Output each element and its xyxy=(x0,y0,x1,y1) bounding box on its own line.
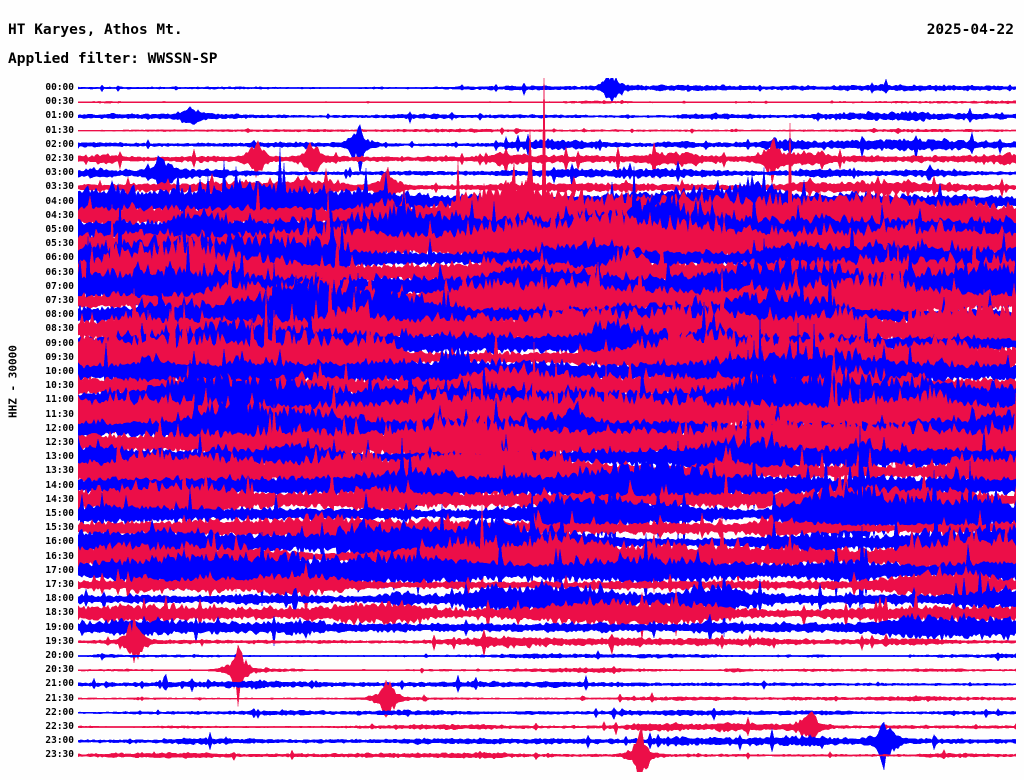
time-tick-label: 08:00 xyxy=(45,309,74,321)
time-tick-label: 13:30 xyxy=(45,465,74,477)
time-tick-label: 06:30 xyxy=(45,266,74,278)
time-tick-label: 02:30 xyxy=(45,153,74,164)
trace-row xyxy=(78,589,1016,641)
trace-row xyxy=(78,99,1016,105)
time-tick-label: 02:00 xyxy=(45,138,74,150)
trace-row xyxy=(78,673,1016,694)
time-tick-label: 21:00 xyxy=(45,678,74,690)
time-tick-label: 01:00 xyxy=(45,110,74,122)
time-tick-label: 14:00 xyxy=(45,479,74,491)
time-tick-label: 17:30 xyxy=(45,579,74,590)
time-tick-label: 12:00 xyxy=(45,422,74,434)
time-tick-label: 19:00 xyxy=(45,621,74,633)
trace-row xyxy=(78,188,1016,315)
time-tick-label: 09:00 xyxy=(45,337,74,349)
trace-row xyxy=(78,562,1016,621)
time-tick-label: 06:00 xyxy=(45,252,74,264)
helicorder-plot xyxy=(78,78,1016,774)
time-tick-label: 22:00 xyxy=(45,706,74,718)
page-title: HT Karyes, Athos Mt. xyxy=(8,22,183,38)
trace-row xyxy=(78,123,1016,175)
time-tick-label: 10:00 xyxy=(45,366,74,377)
trace-row xyxy=(78,721,1016,771)
time-tick-label: 03:30 xyxy=(45,181,74,193)
trace-row xyxy=(78,137,1016,185)
time-tick-label: 18:30 xyxy=(45,607,74,619)
trace-row xyxy=(78,127,1016,136)
time-tick-label: 04:30 xyxy=(45,209,74,221)
time-tick-label: 05:30 xyxy=(45,238,74,250)
trace-row xyxy=(78,105,1016,125)
time-tick-label: 18:00 xyxy=(45,593,74,605)
time-tick-label: 04:00 xyxy=(45,195,74,207)
time-tick-label: 15:30 xyxy=(45,522,74,534)
time-tick-label: 11:00 xyxy=(45,394,74,406)
time-tick-label: 03:00 xyxy=(45,167,74,179)
time-tick-label: 19:30 xyxy=(45,635,74,647)
trace-row xyxy=(78,711,1016,743)
time-tick-label: 13:00 xyxy=(45,451,74,463)
time-tick-label: 16:30 xyxy=(45,550,74,562)
time-tick-label: 14:30 xyxy=(45,493,74,505)
trace-row xyxy=(78,729,1016,772)
time-tick-label: 15:00 xyxy=(45,508,74,519)
trace-row xyxy=(78,644,1016,707)
time-tick-label: 20:30 xyxy=(45,664,74,676)
time-tick-label: 09:30 xyxy=(45,351,74,363)
time-tick-label: 22:30 xyxy=(45,721,74,732)
time-tick-label: 11:30 xyxy=(45,408,74,420)
trace-row xyxy=(78,612,1016,646)
trace-row xyxy=(78,707,1016,721)
time-tick-label: 20:00 xyxy=(45,650,74,661)
time-tick-label: 07:30 xyxy=(45,295,74,306)
time-tick-label: 00:00 xyxy=(45,82,74,93)
time-tick-label: 21:30 xyxy=(45,692,74,704)
time-tick-label: 08:30 xyxy=(45,323,74,335)
time-tick-label: 23:00 xyxy=(45,735,74,747)
time-tick-label: 23:30 xyxy=(45,749,74,761)
time-tick-label: 12:30 xyxy=(45,437,74,448)
record-date: 2025-04-22 xyxy=(926,22,1014,38)
trace-row xyxy=(78,525,1016,611)
applied-filter-label: Applied filter: WWSSN-SP xyxy=(8,51,218,67)
time-tick-label: 05:00 xyxy=(45,224,74,235)
time-tick-label: 07:00 xyxy=(45,280,74,292)
time-tick-label: 10:30 xyxy=(45,380,74,392)
time-tick-label: 01:30 xyxy=(45,124,74,136)
time-axis-ticks: 00:00 00:30 01:00 01:30 02:00 02:30 03:00 03:30… xyxy=(0,0,80,780)
time-tick-label: 16:00 xyxy=(45,536,74,548)
time-tick-label: 17:00 xyxy=(45,564,74,576)
time-tick-label: 00:30 xyxy=(45,96,74,108)
trace-canvas xyxy=(78,78,1016,772)
trace-row xyxy=(78,611,1016,664)
trace-row xyxy=(78,78,1016,104)
trace-row xyxy=(78,650,1016,662)
